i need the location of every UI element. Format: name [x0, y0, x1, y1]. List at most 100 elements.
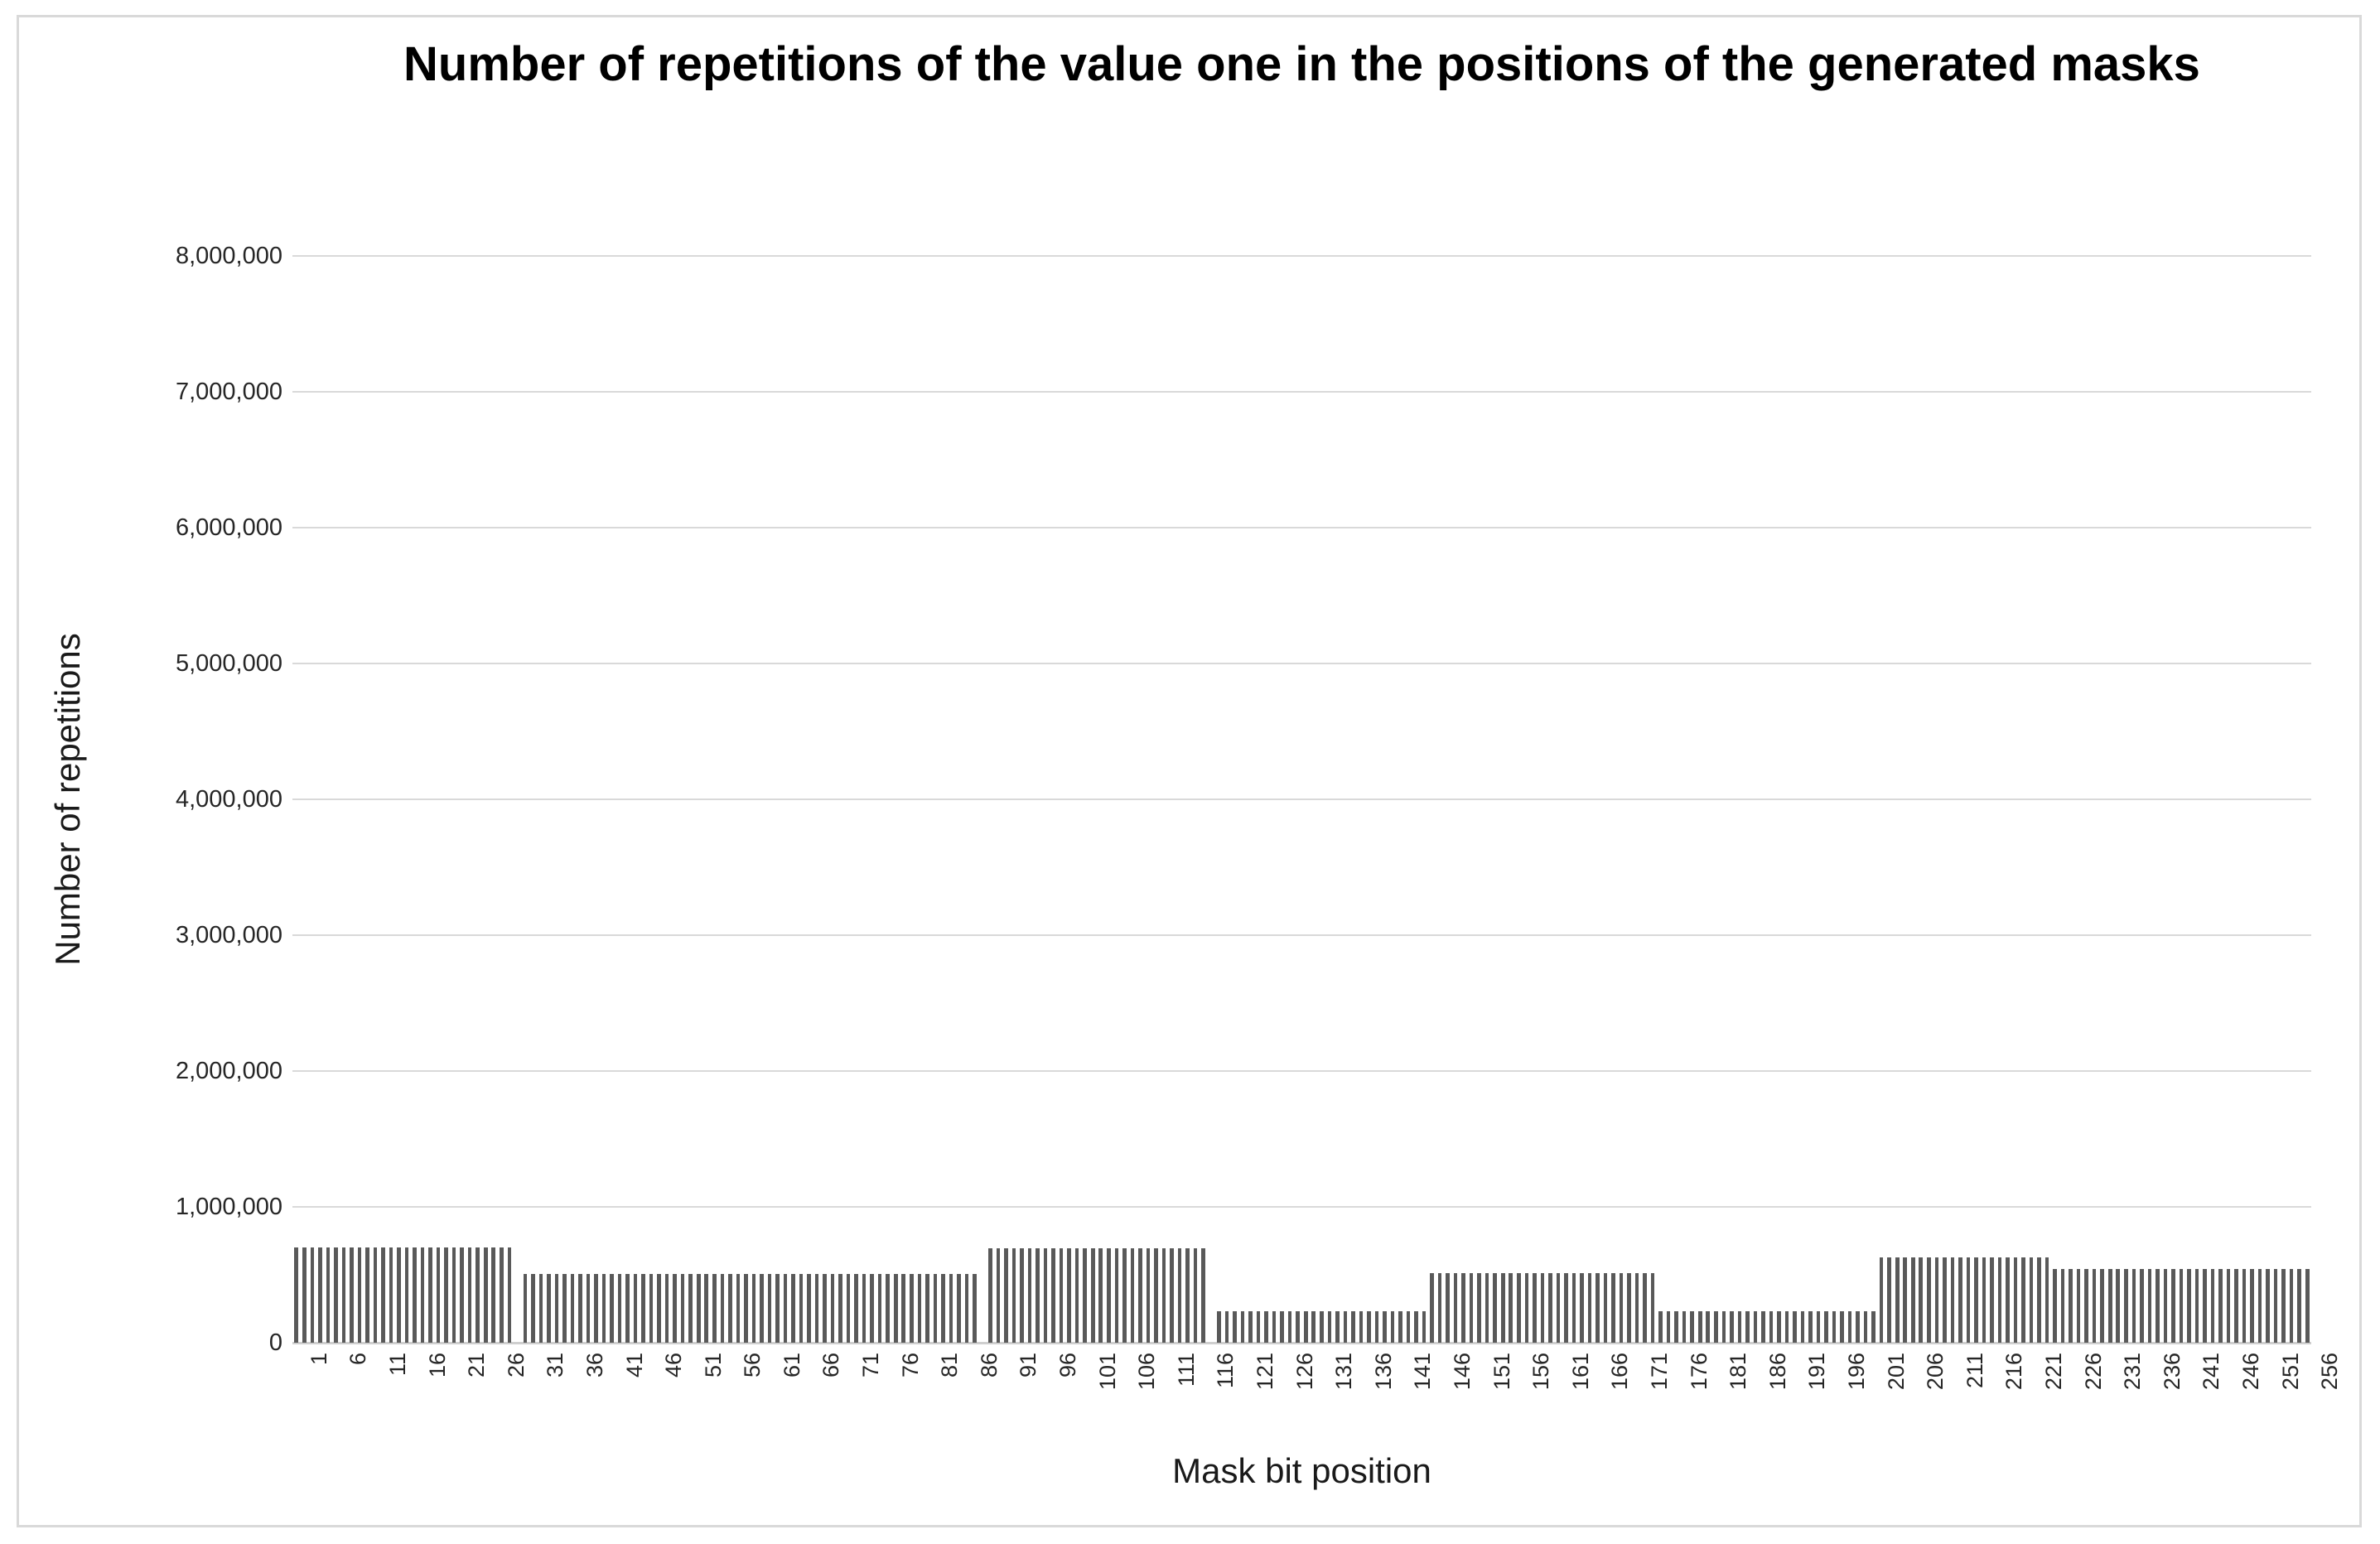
y-tick-label: 5,000,000 — [175, 650, 282, 677]
bar — [381, 1247, 385, 1343]
bar — [775, 1274, 780, 1343]
x-tick-label: 106 — [1134, 1353, 1160, 1391]
bar — [1461, 1273, 1465, 1343]
x-tick-label: 201 — [1883, 1353, 1909, 1391]
bar — [1784, 1311, 1789, 1343]
x-tick-label: 96 — [1055, 1353, 1081, 1378]
bar — [688, 1274, 693, 1343]
bar — [531, 1274, 535, 1343]
bar — [294, 1247, 299, 1343]
x-tick-label: 56 — [740, 1353, 765, 1378]
bar — [886, 1274, 890, 1343]
bar — [341, 1247, 346, 1343]
bar — [2210, 1268, 2215, 1343]
bar — [1611, 1273, 1615, 1343]
gridline — [292, 1070, 2311, 1072]
bar — [1974, 1257, 1978, 1343]
bar — [1020, 1248, 1024, 1343]
bar — [1414, 1311, 1418, 1343]
bar — [2156, 1268, 2160, 1343]
bar — [2194, 1268, 2199, 1343]
bar — [704, 1274, 709, 1343]
y-axis-title: Number of repetitions — [48, 633, 87, 966]
bar — [1185, 1248, 1190, 1343]
bar — [601, 1274, 606, 1343]
bar — [673, 1274, 677, 1343]
bar — [917, 1274, 922, 1343]
gridline — [292, 527, 2311, 528]
bar — [1879, 1257, 1884, 1343]
bar — [791, 1274, 795, 1343]
bar — [720, 1274, 725, 1343]
x-tick-label: 221 — [2041, 1353, 2067, 1391]
bar — [1217, 1311, 1221, 1343]
bar — [594, 1274, 598, 1343]
bar — [1871, 1311, 1876, 1343]
bar — [2140, 1268, 2144, 1343]
bar — [1524, 1273, 1529, 1343]
x-tick-label: 91 — [1016, 1353, 1041, 1378]
x-tick-label: 31 — [543, 1353, 568, 1378]
bar — [1564, 1273, 1568, 1343]
bar — [2171, 1268, 2175, 1343]
x-tick-label: 81 — [937, 1353, 963, 1378]
bar — [1643, 1273, 1647, 1343]
gridline — [292, 391, 2311, 393]
bar — [1919, 1257, 1924, 1343]
bar — [1840, 1311, 1844, 1343]
bar — [1351, 1311, 1355, 1343]
x-tick-label: 196 — [1844, 1353, 1870, 1391]
bar — [1533, 1273, 1537, 1343]
bar — [523, 1274, 528, 1343]
x-tick-label: 236 — [2159, 1353, 2184, 1391]
bar — [2060, 1268, 2065, 1343]
y-tick-label: 8,000,000 — [175, 243, 282, 269]
bar — [1958, 1257, 1962, 1343]
bar — [2107, 1268, 2112, 1343]
x-tick-label: 191 — [1804, 1353, 1830, 1391]
bar — [2037, 1257, 2041, 1343]
bar — [633, 1274, 638, 1343]
bar — [1517, 1273, 1521, 1343]
bar — [2044, 1257, 2049, 1343]
x-tick-label: 246 — [2238, 1353, 2264, 1391]
bar — [1406, 1311, 1411, 1343]
gridline — [292, 934, 2311, 936]
bar — [2242, 1268, 2247, 1343]
bar — [2147, 1268, 2152, 1343]
bar — [404, 1247, 409, 1343]
bar — [996, 1248, 1001, 1343]
bar — [2021, 1257, 2025, 1343]
bar — [712, 1274, 717, 1343]
bar — [476, 1247, 480, 1343]
y-tick-label: 6,000,000 — [175, 514, 282, 541]
bar — [1296, 1311, 1301, 1343]
bar — [499, 1247, 504, 1343]
bar — [1556, 1273, 1561, 1343]
bar — [617, 1274, 622, 1343]
bar — [862, 1274, 867, 1343]
bar — [538, 1274, 543, 1343]
bar — [760, 1274, 764, 1343]
bar — [2092, 1268, 2097, 1343]
bar — [1934, 1257, 1939, 1343]
bar — [1658, 1311, 1663, 1343]
bar — [451, 1247, 456, 1343]
bar — [554, 1274, 559, 1343]
x-tick-label: 156 — [1528, 1353, 1554, 1391]
bar — [1800, 1311, 1805, 1343]
bar — [1697, 1311, 1702, 1343]
bar — [1484, 1273, 1489, 1343]
bar — [2250, 1268, 2254, 1343]
bar — [1224, 1311, 1229, 1343]
bar — [2084, 1268, 2088, 1343]
bar — [1690, 1311, 1694, 1343]
bar — [807, 1274, 811, 1343]
x-tick-label: 206 — [1923, 1353, 1948, 1391]
bar — [1824, 1311, 1828, 1343]
bar — [1903, 1257, 1908, 1343]
bar — [1990, 1257, 1994, 1343]
bar — [1170, 1248, 1174, 1343]
bar — [823, 1274, 827, 1343]
bar — [1201, 1248, 1205, 1343]
